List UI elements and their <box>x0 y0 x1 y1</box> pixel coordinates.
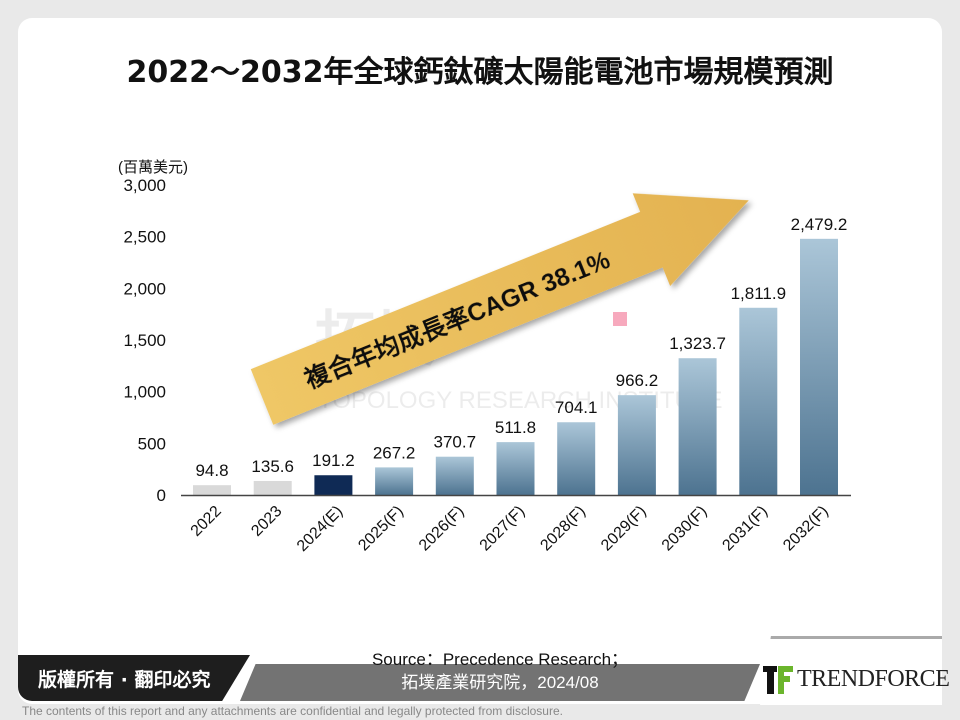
y-tick-label: 2,500 <box>123 228 166 247</box>
bar-2025(F) <box>375 467 414 495</box>
trendforce-logo: TRENDFORCE <box>763 664 950 694</box>
data-label: 704.1 <box>555 398 598 417</box>
bar-2024(E) <box>314 475 353 495</box>
trendforce-logo-icon <box>763 666 793 694</box>
logo-text: TRENDFORCE <box>797 665 950 692</box>
x-tick-label: 2027(F) <box>477 503 529 555</box>
data-label: 267.2 <box>373 443 416 462</box>
copyright-text: 版權所有 · 翻印必究 <box>38 669 211 691</box>
x-tick-label: 2031(F) <box>719 503 771 555</box>
copyright-band: 版權所有 · 翻印必究 <box>18 655 250 701</box>
bar-2030(F) <box>678 358 717 495</box>
bar-2022 <box>193 485 231 495</box>
bar-2026(F) <box>435 456 474 495</box>
data-label: 2,479.2 <box>791 215 848 234</box>
data-label: 135.6 <box>251 457 294 476</box>
source-line-1: Source：Precedence Research； <box>371 650 629 669</box>
chart-title: 2022～2032年全球鈣鈦礦太陽能電池市場規模預測 <box>126 55 834 90</box>
x-tick-label: 2028(F) <box>537 503 589 555</box>
bar-chart: 拓墣 TOPOLOGY RESEARCH INSTITUTE (百萬美元) 05… <box>118 159 851 555</box>
x-tick-label: 2030(F) <box>659 503 711 555</box>
data-label: 511.8 <box>495 418 536 437</box>
data-label: 1,811.9 <box>731 284 786 303</box>
data-label: 94.8 <box>195 461 228 480</box>
y-tick-label: 0 <box>157 486 166 505</box>
source-band <box>240 664 760 701</box>
x-tick-label: 2023 <box>248 503 285 540</box>
x-tick-label: 2022 <box>188 503 225 540</box>
x-tick-label: 2029(F) <box>598 503 650 555</box>
y-axis-unit: (百萬美元) <box>118 159 188 176</box>
bar-2023 <box>253 480 292 495</box>
data-label: 191.2 <box>312 451 355 470</box>
disclaimer: The contents of this report and any atta… <box>22 704 563 718</box>
data-label: 1,323.7 <box>669 334 726 353</box>
watermark-en: TOPOLOGY RESEARCH INSTITUTE <box>318 387 723 414</box>
x-tick-label: 2025(F) <box>355 503 407 555</box>
source-line-2: 拓墣產業研究院，2024/08 <box>401 673 599 692</box>
y-tick-label: 500 <box>138 434 166 453</box>
slide-card <box>18 18 942 704</box>
data-label: 966.2 <box>616 371 659 390</box>
bar-2028(F) <box>557 422 596 495</box>
bar-2027(F) <box>496 442 535 495</box>
y-tick-label: 2,000 <box>123 279 166 298</box>
bar-2031(F) <box>739 307 778 495</box>
bar-2032(F) <box>800 238 838 496</box>
pink-marker <box>613 312 627 326</box>
y-tick-label: 1,500 <box>123 331 166 350</box>
bar-2029(F) <box>617 395 656 495</box>
x-tick-label: 2026(F) <box>416 503 468 555</box>
y-tick-label: 3,000 <box>123 176 166 195</box>
data-label: 370.7 <box>434 433 477 452</box>
x-tick-label: 2032(F) <box>780 503 832 555</box>
x-tick-label: 2024(E) <box>294 503 346 555</box>
y-tick-label: 1,000 <box>123 383 166 402</box>
